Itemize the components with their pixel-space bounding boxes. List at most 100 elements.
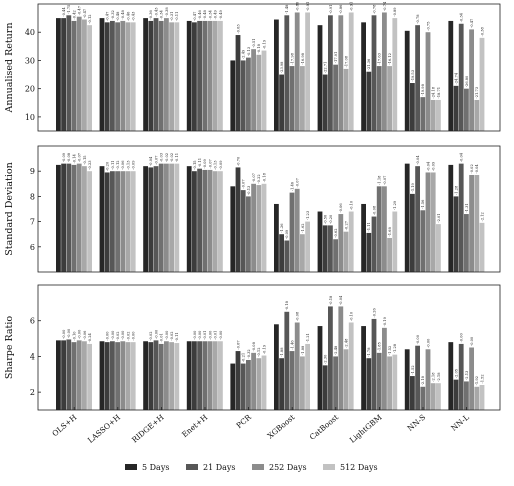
bar: [415, 345, 420, 410]
bar: [207, 341, 213, 410]
bar: [192, 341, 197, 410]
data-label: -0.48: [116, 11, 120, 21]
data-label: -0.18: [262, 172, 266, 182]
x-tick-label: PCR: [235, 412, 254, 430]
data-label: -0.09: [219, 160, 223, 170]
data-label: -1.68: [388, 227, 392, 237]
data-label: -0.09: [285, 229, 289, 239]
bar: [230, 363, 236, 410]
data-label: -17.08: [344, 55, 348, 67]
bar: [300, 356, 305, 410]
data-label: -0.02: [170, 153, 174, 162]
bar: [289, 192, 295, 272]
bar: [115, 22, 120, 132]
data-label: -19.53: [411, 69, 415, 81]
bar: [202, 341, 208, 410]
y-tick-label: 10: [25, 113, 35, 122]
bar: [87, 171, 92, 272]
bar: [294, 12, 300, 131]
data-label: -0.91: [329, 5, 333, 14]
bar: [158, 343, 164, 410]
bar: [371, 216, 377, 272]
data-label: -2.12: [480, 212, 484, 221]
bar: [448, 164, 454, 272]
bar: [99, 166, 105, 272]
bar: [300, 234, 305, 272]
data-label: -0.13: [247, 185, 251, 195]
legend-swatch: [186, 464, 198, 470]
bar: [333, 64, 338, 131]
bar: [235, 351, 241, 410]
bar: [110, 171, 115, 272]
data-label: -2.05: [454, 368, 458, 378]
data-label: -0.51: [252, 38, 256, 47]
data-label: -17.63: [378, 52, 382, 64]
data-label: -1.28: [454, 185, 458, 195]
data-label: -0.43: [132, 11, 136, 21]
bar: [197, 341, 202, 410]
bar: [197, 20, 202, 131]
bar: [430, 99, 436, 131]
bar: [240, 60, 246, 131]
panel-frame: [37, 284, 501, 411]
bar: [458, 343, 464, 410]
data-label: -23.98: [280, 61, 284, 73]
bar: [130, 342, 136, 410]
bar: [169, 163, 174, 272]
bar: [317, 211, 323, 272]
legend-label: 5 Days: [142, 463, 169, 472]
legend-swatch: [323, 464, 335, 470]
bar: [420, 97, 426, 131]
bar: [284, 15, 290, 131]
data-label: -0.11: [111, 160, 115, 169]
data-label: -21.36: [367, 58, 371, 70]
y-tick-label: 30: [25, 56, 35, 65]
bar: [110, 20, 115, 131]
bar: [300, 66, 305, 131]
data-label: -24.74: [454, 72, 458, 84]
data-label: -1.11: [367, 222, 371, 231]
data-label: -0.91: [306, 2, 310, 11]
data-label: -0.00: [198, 330, 202, 340]
bar: [458, 23, 464, 131]
bar: [251, 49, 256, 131]
data-label: -2.13: [465, 370, 469, 380]
bar: [82, 166, 87, 272]
data-label: -0.22: [257, 174, 261, 183]
data-label: -0.67: [236, 340, 240, 350]
bar: [404, 30, 410, 132]
bar: [322, 365, 328, 410]
data-label: -1.29: [393, 200, 397, 210]
bar: [284, 311, 290, 410]
data-label: -24.18: [432, 86, 436, 98]
bar: [474, 174, 480, 272]
bar: [56, 164, 61, 272]
data-label: -1.78: [367, 347, 371, 357]
bar: [246, 360, 251, 410]
bar: [192, 22, 197, 132]
data-label: -0.00: [165, 330, 169, 340]
data-label: -0.23: [88, 160, 92, 170]
bar: [164, 341, 169, 410]
bar: [328, 15, 333, 131]
bar: [469, 174, 474, 272]
data-label: -0.08: [252, 341, 256, 351]
bar: [256, 185, 262, 272]
data-label: -0.00: [121, 330, 125, 340]
bar: [361, 203, 366, 272]
data-label: -0.02: [165, 153, 169, 162]
bar: [202, 20, 208, 131]
bar: [212, 341, 218, 410]
bar: [164, 163, 169, 272]
bar: [279, 234, 284, 272]
data-label: -0.86: [296, 1, 300, 11]
data-label: -0.12: [88, 14, 92, 23]
bar: [174, 163, 180, 272]
y-axis-label: Annualised Return: [4, 23, 15, 114]
bar: [404, 163, 410, 272]
data-label: -0.15: [193, 160, 197, 170]
bar: [125, 342, 131, 410]
bar: [76, 16, 82, 132]
data-label: -0.00: [106, 331, 110, 341]
